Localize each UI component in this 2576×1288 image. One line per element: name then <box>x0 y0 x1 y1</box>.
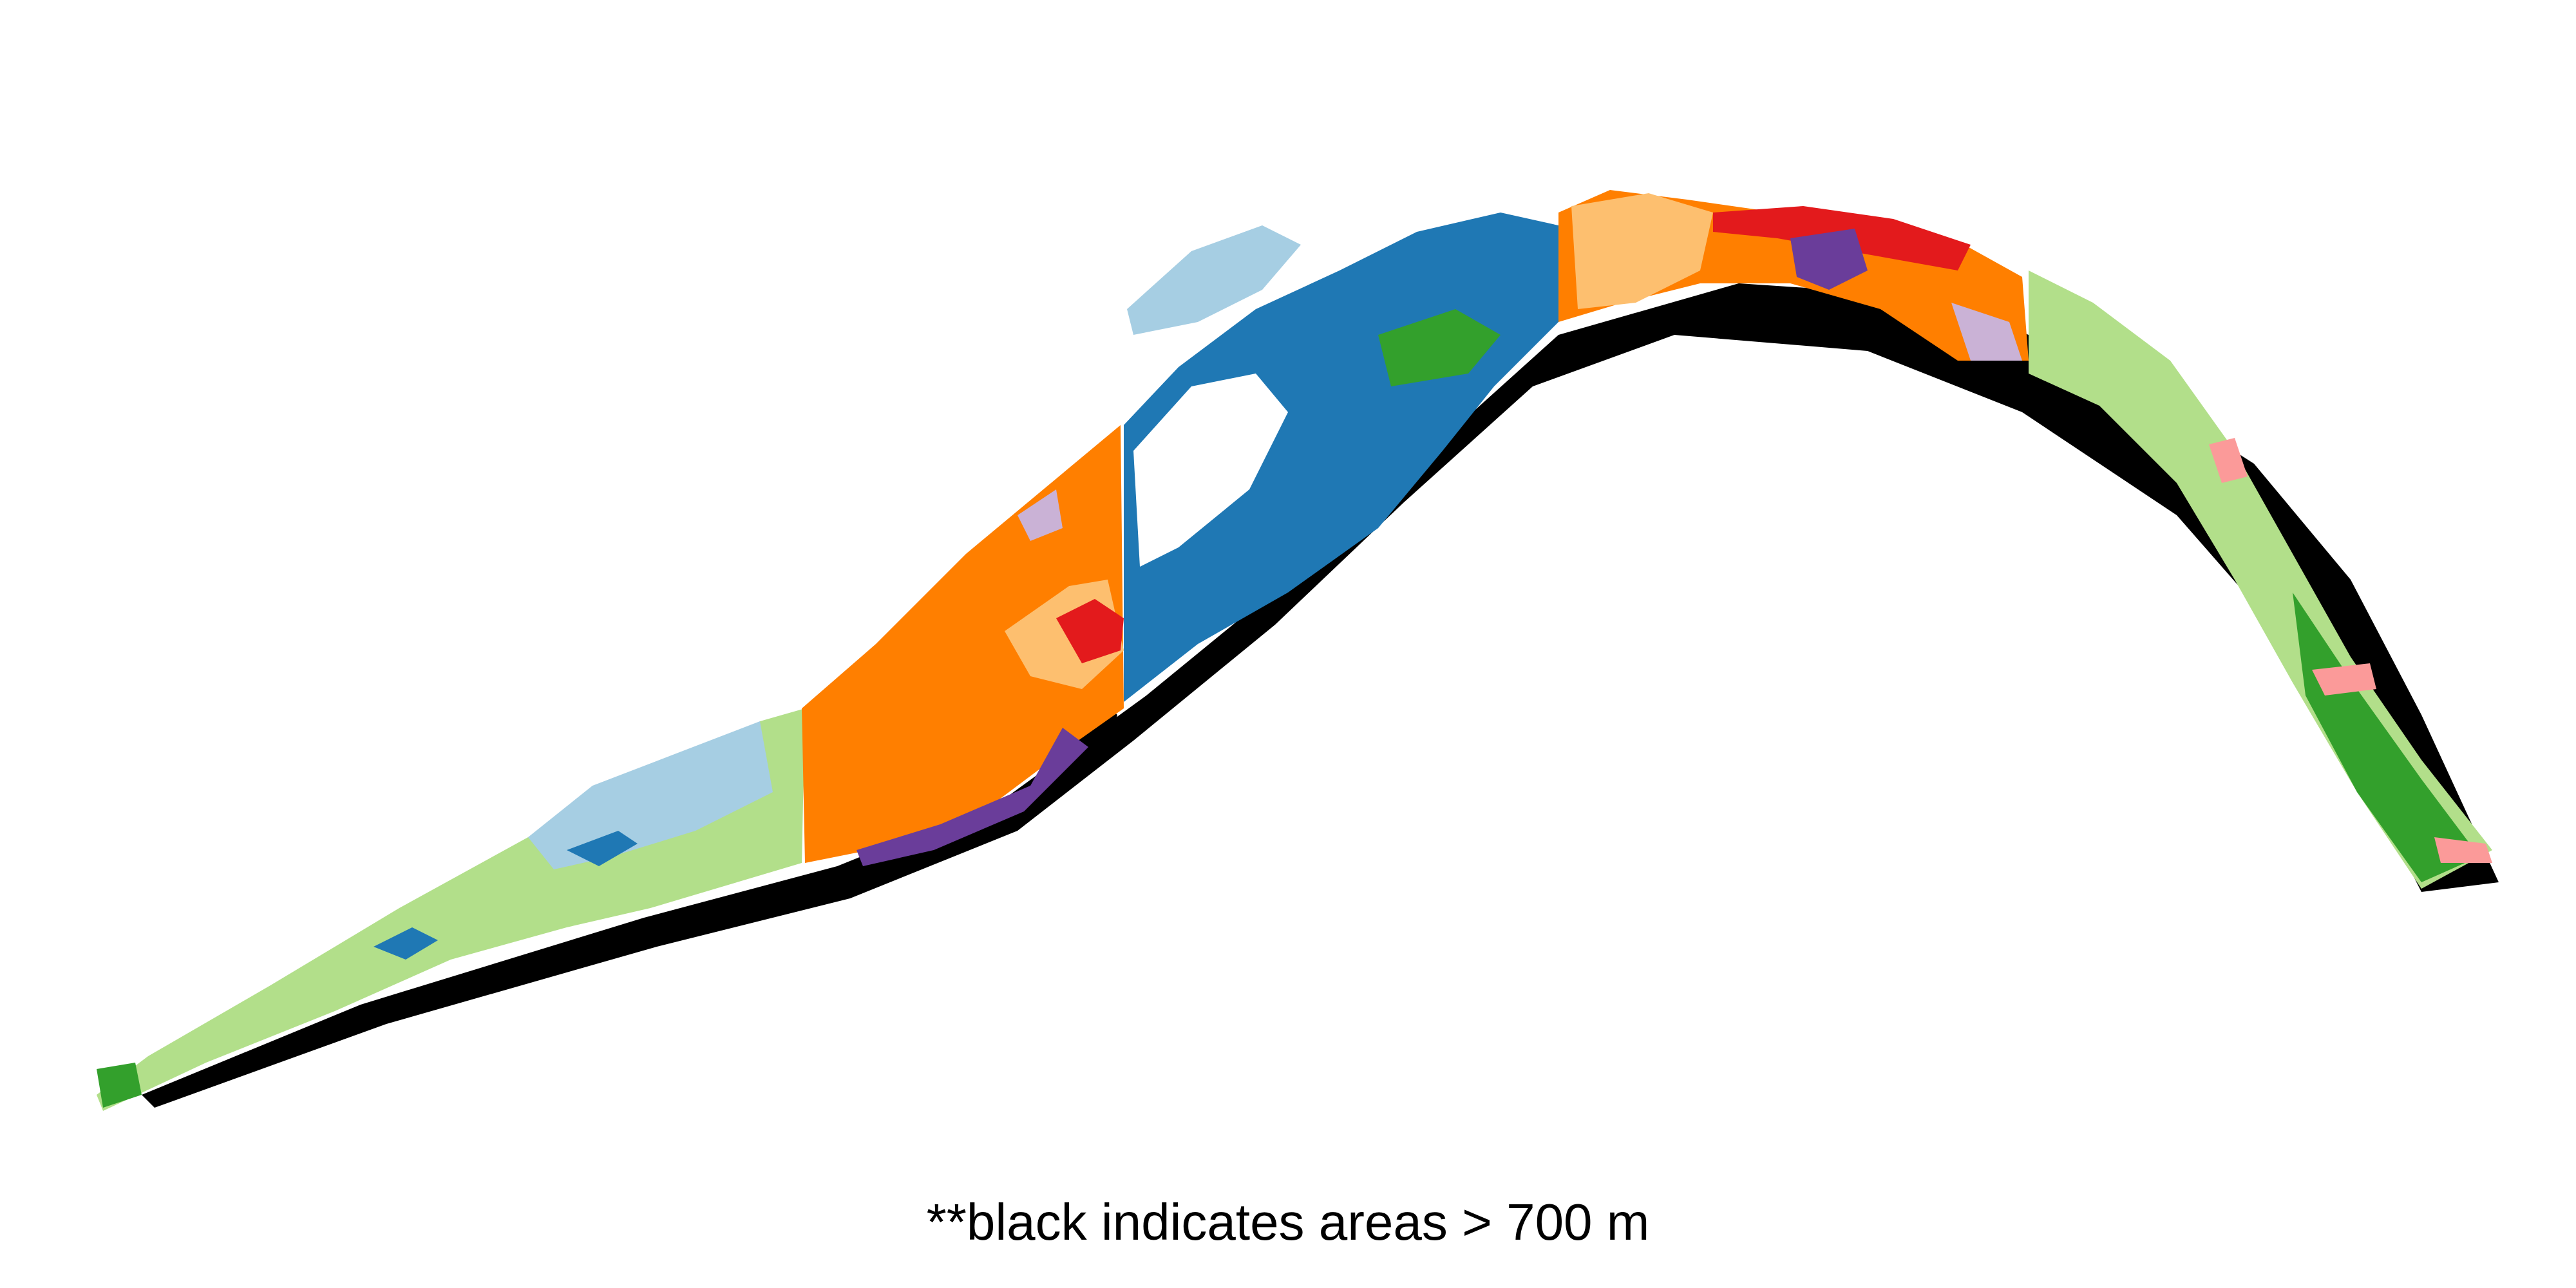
region-east-pink-2 <box>2312 663 2376 696</box>
region-east-pink-3 <box>2434 837 2492 863</box>
deep-zone-fringe <box>142 283 2499 1108</box>
region-west-lightblue <box>528 721 773 869</box>
region-west-green <box>97 1063 142 1108</box>
region-east-green <box>2293 592 2479 882</box>
region-northeast-lavender <box>1951 303 2022 361</box>
region-orange-red <box>1056 599 1124 663</box>
region-northeast-light <box>1571 193 1713 309</box>
region-west-blue-1 <box>374 927 438 960</box>
region-orange-lavender <box>1018 489 1063 541</box>
region-blue-white <box>1133 374 1288 567</box>
region-orange-purple <box>857 728 1088 866</box>
region-blue-green <box>1378 309 1501 386</box>
region-northeast-purple <box>1790 229 1868 290</box>
region-east-pink-1 <box>2209 438 2248 483</box>
region-west-blue-2 <box>567 831 638 866</box>
region-blue-lightblue <box>1127 225 1301 335</box>
map-caption: **black indicates areas > 700 m <box>926 1193 1650 1251</box>
